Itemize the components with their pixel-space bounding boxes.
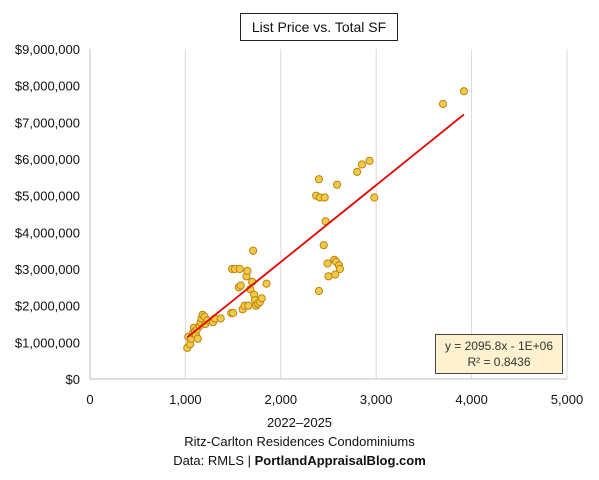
data-point [353,167,362,176]
caption-date-range: 2022–2025 [266,415,333,430]
y-tick-labels: $0 $1,000,000 $2,000,000 $3,000,000 $4,000,0… [15,42,80,387]
x-tick-label: 1,000 [169,392,202,407]
data-point [257,294,266,303]
data-point [193,334,202,343]
caption-source-prefix: Data: RMLS | [173,453,255,468]
data-point [365,156,374,165]
r-squared-value: R² = 0.8436 [467,355,531,369]
data-point [331,270,340,279]
data-point [370,193,379,202]
caption-source-site: PortlandAppraisalBlog.com [254,453,426,468]
data-point [262,279,271,288]
data-point [357,160,366,169]
x-tick-labels: 0 1,000 2,000 3,000 4,000 5,000 [86,392,583,407]
plot-axes [89,49,567,380]
chart-title: List Price vs. Total SF [240,13,398,41]
x-tick-label: 0 [86,392,93,407]
caption-property-name: Ritz-Carlton Residences Condominiums [184,434,415,449]
y-tick-label: $6,000,000 [15,152,80,167]
x-tick-label: 3,000 [360,392,393,407]
data-point [314,286,324,296]
data-point [332,180,342,189]
data-point [244,301,253,310]
data-point [438,99,448,109]
x-tick-label: 2,000 [265,392,298,407]
chart-title-text: List Price vs. Total SF [251,19,387,35]
trendline-group [186,113,465,338]
data-point [324,272,333,281]
data-point [335,264,345,274]
y-tick-label: $2,000,000 [15,299,80,314]
data-point [323,259,332,268]
caption-source: Data: RMLS | PortlandAppraisalBlog.com [0,453,599,468]
data-points [183,87,469,352]
data-point [216,314,225,323]
x-tick-label: 4,000 [455,392,488,407]
data-point [249,246,258,255]
x-tick-label: 5,000 [551,392,584,407]
y-tick-label: $1,000,000 [15,335,80,350]
data-point [236,281,245,290]
y-tick-label: $4,000,000 [15,225,80,240]
y-tick-label: $3,000,000 [15,262,80,277]
data-point [235,264,244,274]
data-point [229,308,238,318]
data-point [243,266,252,275]
trendline [186,113,465,338]
y-tick-label: $7,000,000 [15,115,80,130]
y-tick-label: $0 [66,372,80,387]
data-point [320,193,329,202]
data-point [459,87,469,96]
y-tick-label: $9,000,000 [15,42,80,57]
trendline-equation: y = 2095.8x - 1E+06 [444,339,554,353]
data-point [314,175,324,184]
trendline-equation-box: y = 2095.8x - 1E+06 R² = 0.8436 [435,334,563,374]
y-tick-label: $8,000,000 [15,79,80,94]
data-point [319,241,328,250]
grid-lines [184,49,568,379]
y-tick-label: $5,000,000 [15,189,80,204]
